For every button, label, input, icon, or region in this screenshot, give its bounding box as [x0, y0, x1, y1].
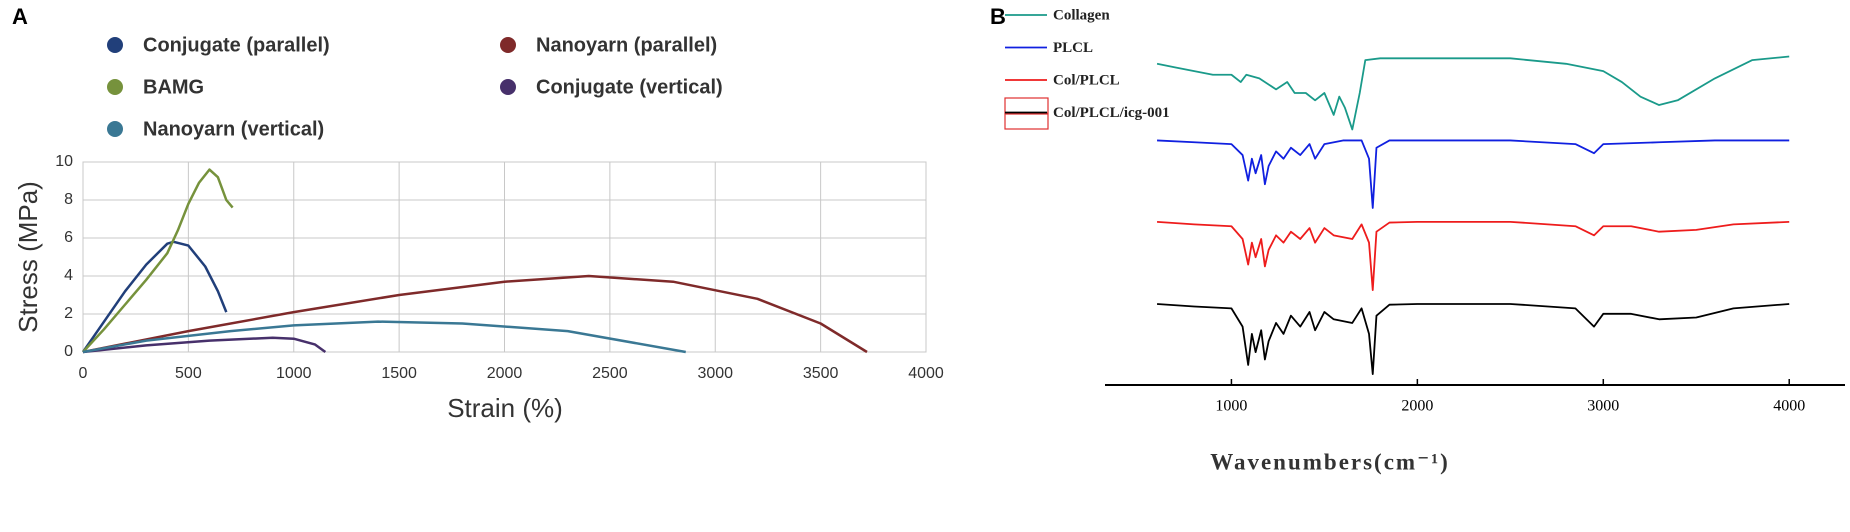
- x-tick-label: 3000: [697, 365, 733, 382]
- legend-marker: [107, 79, 123, 95]
- data-line: [1156, 303, 1790, 375]
- data-line: [1156, 220, 1790, 292]
- y-axis-label: Stress (MPa): [13, 181, 43, 333]
- panel-label: B: [990, 4, 1006, 29]
- legend-marker: [107, 121, 123, 137]
- legend-label: Col/PLCL: [1053, 72, 1120, 88]
- x-tick-label: 2000: [1401, 398, 1433, 415]
- legend-marker: [500, 37, 516, 53]
- x-axis-label: Wavenumbers(cm⁻¹): [1210, 449, 1450, 474]
- legend-highlight: [1004, 97, 1049, 114]
- legend-marker: [107, 37, 123, 53]
- legend-label: PLCL: [1053, 40, 1093, 56]
- data-line: [82, 336, 327, 354]
- y-tick-label: 2: [64, 305, 73, 322]
- data-line: [1156, 55, 1790, 131]
- data-line: [82, 320, 686, 354]
- data-line: [82, 168, 234, 353]
- legend-marker: [500, 79, 516, 95]
- x-tick-label: 1500: [381, 365, 417, 382]
- legend-label: Conjugate (vertical): [536, 76, 723, 98]
- x-tick-label: 2000: [487, 365, 523, 382]
- y-tick-label: 0: [64, 343, 73, 360]
- x-tick-label: 1000: [276, 365, 312, 382]
- x-tick-label: 2500: [592, 365, 628, 382]
- x-tick-label: 3500: [803, 365, 839, 382]
- legend-label: BAMG: [143, 76, 204, 98]
- x-tick-label: 500: [175, 365, 202, 382]
- x-tick-label: 4000: [908, 365, 944, 382]
- legend-label: Nanoyarn (parallel): [536, 34, 717, 56]
- legend-highlight: [1004, 113, 1049, 130]
- legend-label: Collagen: [1053, 7, 1110, 23]
- x-axis-label: Strain (%): [447, 393, 563, 423]
- y-tick-label: 10: [55, 153, 73, 170]
- data-line: [81, 240, 228, 353]
- legend-label: Nanoyarn (vertical): [143, 118, 324, 140]
- panel-label: A: [12, 4, 28, 29]
- y-tick-label: 8: [64, 191, 73, 208]
- x-tick-label: 3000: [1587, 398, 1619, 415]
- x-tick-label: 4000: [1773, 398, 1805, 415]
- data-line: [1157, 139, 1790, 209]
- data-line: [82, 274, 868, 354]
- x-tick-label: 1000: [1215, 398, 1247, 415]
- y-tick-label: 6: [64, 229, 73, 246]
- legend-label: Conjugate (parallel): [143, 34, 330, 56]
- x-tick-label: 0: [79, 365, 88, 382]
- y-tick-label: 4: [64, 267, 73, 284]
- legend-label: Col/PLCL/icg-001: [1053, 105, 1170, 121]
